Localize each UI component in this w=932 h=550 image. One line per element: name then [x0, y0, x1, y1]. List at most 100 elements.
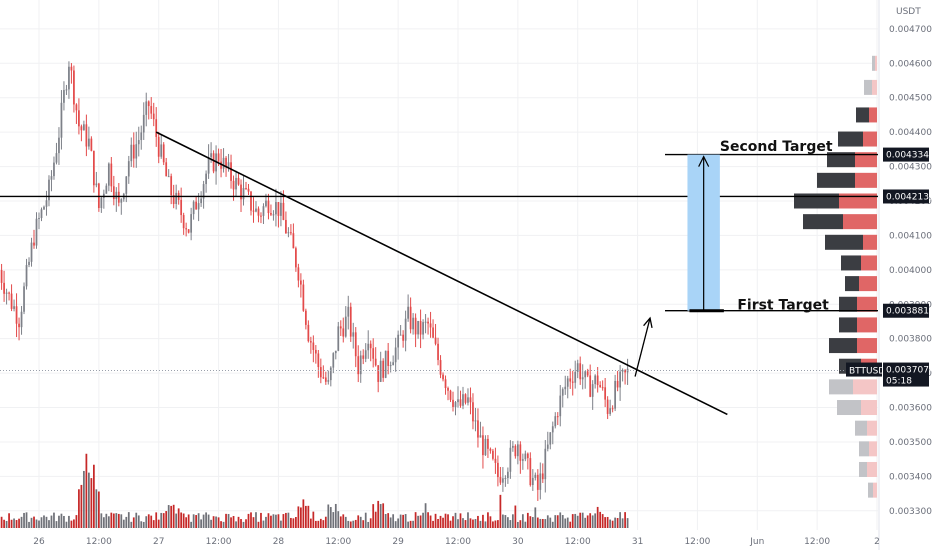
volume-bar: [319, 518, 322, 528]
volume-bar: [561, 515, 564, 528]
volume-bar: [280, 520, 282, 528]
candle-body: [212, 153, 215, 172]
volume-bar: [147, 514, 150, 528]
horizontal-levels[interactable]: [0, 153, 878, 372]
volume-bar: [454, 512, 457, 528]
volume-bar: [212, 516, 215, 528]
candle-body: [514, 445, 517, 457]
profile-bar-down: [857, 317, 877, 333]
volume-bar: [586, 515, 589, 528]
candle-body: [35, 218, 38, 246]
candle-body: [85, 124, 88, 147]
x-tick-label: 29: [392, 537, 404, 547]
volume-bar: [250, 512, 252, 528]
volume-bar: [177, 508, 180, 528]
volume-bar: [190, 521, 193, 528]
volume-bar: [195, 515, 197, 528]
x-tick-label: Jun: [749, 537, 764, 547]
volume-bar: [70, 520, 73, 528]
candle-body: [424, 321, 427, 323]
candle-body: [437, 343, 439, 361]
candle-body: [295, 248, 297, 268]
candle-body: [297, 267, 300, 281]
volume-bar: [372, 504, 375, 528]
candle-body: [606, 399, 609, 414]
profile-bar-down: [843, 214, 877, 230]
volume-bar: [497, 520, 499, 528]
target-annotation: Second Target: [720, 139, 833, 155]
candle-body: [387, 350, 390, 366]
candle-body: [232, 180, 235, 190]
candle-body: [53, 162, 55, 177]
volume-bar: [137, 515, 140, 528]
volume-bar: [65, 521, 68, 528]
volume-bar: [507, 517, 509, 528]
candle-body: [444, 379, 447, 389]
profile-bar-down: [863, 131, 877, 147]
volume-bar: [541, 518, 544, 528]
candle-body: [197, 203, 200, 210]
x-tick-label: 12:00: [86, 537, 112, 547]
volume-bar: [155, 512, 158, 528]
candle-body: [442, 374, 444, 380]
candle-body: [546, 444, 549, 449]
volume-bar: [584, 517, 587, 528]
candle-body: [235, 177, 237, 190]
candle-body: [317, 353, 320, 368]
profile-bar-down: [867, 420, 877, 436]
candle-body: [392, 362, 395, 366]
candle-body: [245, 187, 247, 189]
candle-body: [220, 161, 222, 169]
candle-body: [347, 306, 350, 317]
volume-bar: [439, 515, 442, 528]
candle-body: [472, 402, 474, 422]
candle-body: [285, 219, 287, 234]
volume-bar: [324, 516, 327, 528]
annotations: Second Target First Target: [720, 139, 833, 313]
candle-body: [477, 420, 479, 438]
candle-body: [150, 106, 153, 114]
volume-bar: [295, 516, 297, 528]
candle-body: [521, 459, 524, 461]
candle-body: [287, 232, 290, 234]
candle-body: [319, 367, 322, 378]
volume-bar: [337, 511, 340, 528]
volume-bar: [354, 519, 357, 528]
profile-bar-down: [867, 461, 877, 477]
candle-body: [112, 186, 115, 200]
descending-trendline[interactable]: [155, 131, 728, 416]
level-tag-label: 0.0042131: [886, 192, 932, 202]
drawings[interactable]: [155, 131, 728, 416]
volume-bar: [579, 512, 582, 528]
candle-body: [337, 326, 340, 351]
volume-bar: [267, 513, 270, 528]
candle-body: [364, 350, 367, 359]
volume-bar: [442, 517, 444, 528]
candle-body: [270, 213, 272, 215]
volume-bar: [626, 518, 629, 528]
volume-bar: [387, 513, 390, 528]
projection-arrow[interactable]: [634, 317, 651, 377]
candle-body: [564, 386, 567, 390]
volume-bar: [549, 517, 552, 528]
profile-bar-up: [868, 482, 873, 498]
volume-bar: [467, 512, 469, 528]
candle-body: [275, 202, 277, 215]
volume-bar: [302, 499, 305, 528]
candle-body: [110, 163, 113, 187]
candle-body: [28, 261, 30, 266]
time-axis[interactable]: 26 12:00 27 12:00 28 12:00 29 12:00 30 12:00 31 12:…: [33, 537, 880, 547]
volume-bar: [20, 516, 23, 528]
volume-bar: [347, 520, 350, 528]
candle-body: [484, 438, 487, 456]
volume-bar: [245, 519, 247, 528]
volume-bar: [117, 513, 120, 528]
candle-body: [13, 306, 15, 309]
level-tag: [883, 303, 929, 318]
candle-body: [511, 445, 514, 448]
volume-bar: [314, 520, 317, 528]
x-tick-label: 31: [632, 537, 643, 547]
